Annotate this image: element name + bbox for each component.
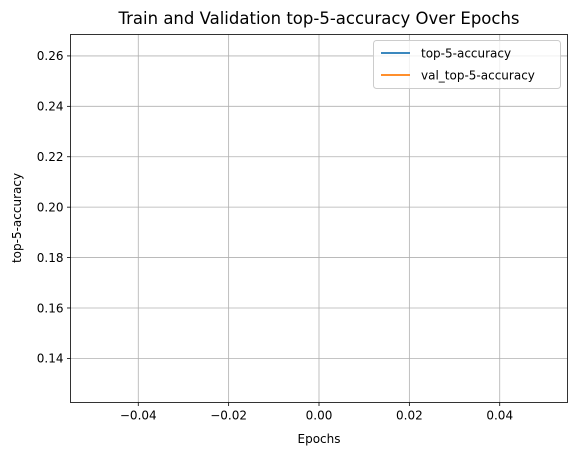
y-tick-label: 0.20	[37, 200, 64, 214]
x-tick-label: 0.02	[396, 409, 423, 423]
y-tick-label: 0.26	[37, 49, 64, 63]
y-tick-label: 0.22	[37, 150, 64, 164]
y-axis: 0.14 0.16 0.18 0.20 0.22 0.24 0.26	[37, 49, 71, 366]
y-tick-label: 0.24	[37, 100, 64, 114]
y-tick-label: 0.18	[37, 251, 64, 265]
x-tick-label: 0.04	[486, 409, 513, 423]
x-axis: −0.04 −0.02 0.00 0.02 0.04	[120, 402, 513, 423]
x-tick-label: 0.00	[306, 409, 333, 423]
legend: top-5-accuracy val_top-5-accuracy	[373, 40, 561, 89]
legend-label-val-top-5-accuracy: val_top-5-accuracy	[421, 69, 535, 83]
y-tick-label: 0.14	[37, 352, 64, 366]
grid	[70, 34, 568, 403]
chart-title: Train and Validation top-5-accuracy Over…	[117, 9, 519, 28]
y-tick-label: 0.16	[37, 301, 64, 315]
legend-box	[373, 40, 561, 89]
y-axis-label: top-5-accuracy	[10, 173, 24, 263]
x-tick-label: −0.04	[120, 409, 157, 423]
legend-label-top-5-accuracy: top-5-accuracy	[421, 47, 511, 61]
x-axis-label: Epochs	[298, 432, 341, 446]
x-tick-label: −0.02	[210, 409, 247, 423]
